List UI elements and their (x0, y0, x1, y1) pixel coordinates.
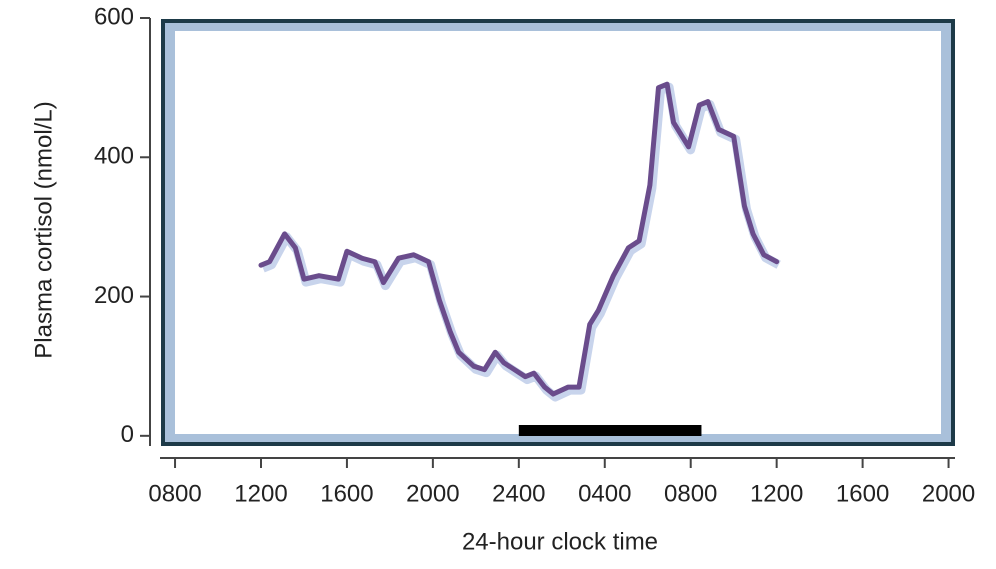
x-tick-label: 2000 (922, 480, 975, 507)
y-tick-label: 200 (94, 282, 134, 309)
line (258, 81, 780, 397)
y-tick-label: 600 (94, 3, 134, 30)
x-tick-label: 0400 (578, 480, 631, 507)
x-tick-label: 1600 (836, 480, 889, 507)
x-tick-label: 1600 (320, 480, 373, 507)
x-tick-label: 1200 (750, 480, 803, 507)
x-tick-label: 2000 (406, 480, 459, 507)
x-axis-label: 24-hour clock time (462, 528, 658, 555)
sleep-bar (518, 425, 702, 436)
x-tick-label: 1200 (234, 480, 287, 507)
plot-area (175, 31, 941, 434)
y-axis-label: Plasma cortisol (nmol/L) (30, 101, 57, 358)
y-tick-label: 400 (94, 143, 134, 170)
x-tick-label: 0800 (148, 480, 201, 507)
y-tick-label: 0 (121, 421, 134, 448)
x-tick-label: 0800 (664, 480, 717, 507)
x-tick-label: 2400 (492, 480, 545, 507)
